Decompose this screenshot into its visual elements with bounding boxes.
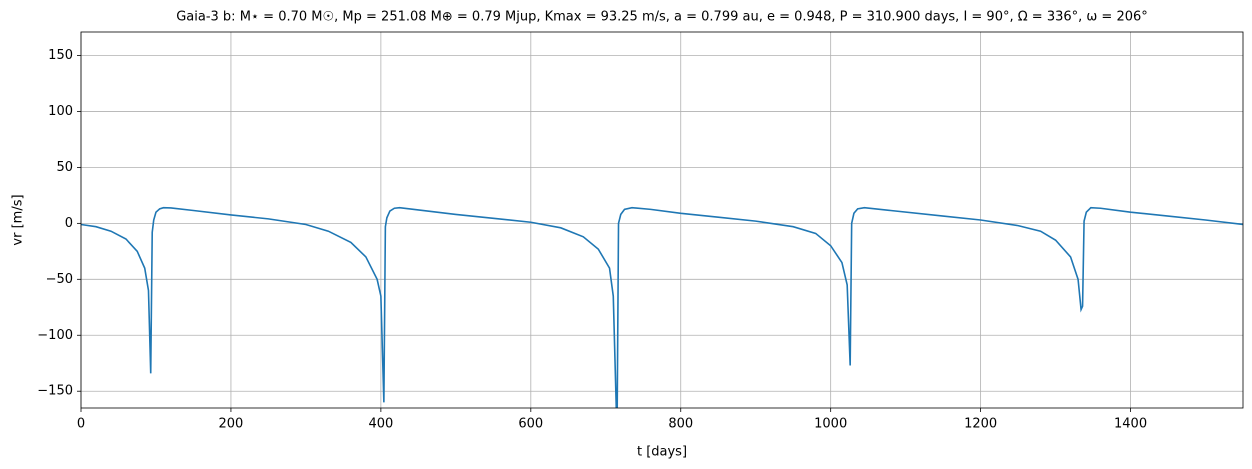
x-tick-label: 1200 xyxy=(964,417,997,432)
x-tick-label: 1000 xyxy=(814,417,847,432)
plot-area xyxy=(81,206,1243,408)
axes-frame xyxy=(80,31,1244,409)
grid xyxy=(80,32,1243,408)
y-tick-label: 100 xyxy=(48,104,73,119)
x-tick-label: 0 xyxy=(77,417,85,432)
y-tick-label: 150 xyxy=(48,48,73,63)
y-axis-label: vr [m/s] xyxy=(11,194,26,245)
y-tick-label: 50 xyxy=(56,160,73,175)
x-tick-label: 200 xyxy=(219,417,244,432)
chart-title: Gaia-3 b: M⋆ = 0.70 M☉, Mp = 251.08 M⊕ =… xyxy=(176,10,1148,25)
y-tick-label: −100 xyxy=(37,328,73,343)
y-tick-label: 0 xyxy=(65,216,73,231)
x-tick-label: 400 xyxy=(368,417,393,432)
data-line xyxy=(81,206,1243,408)
y-tick-label: −150 xyxy=(37,384,73,399)
y-tick-label: −50 xyxy=(46,272,73,287)
x-tick-label: 800 xyxy=(668,417,693,432)
x-axis-label: t [days] xyxy=(637,445,687,460)
x-tick-label: 600 xyxy=(518,417,543,432)
x-tick-label: 1400 xyxy=(1114,417,1147,432)
